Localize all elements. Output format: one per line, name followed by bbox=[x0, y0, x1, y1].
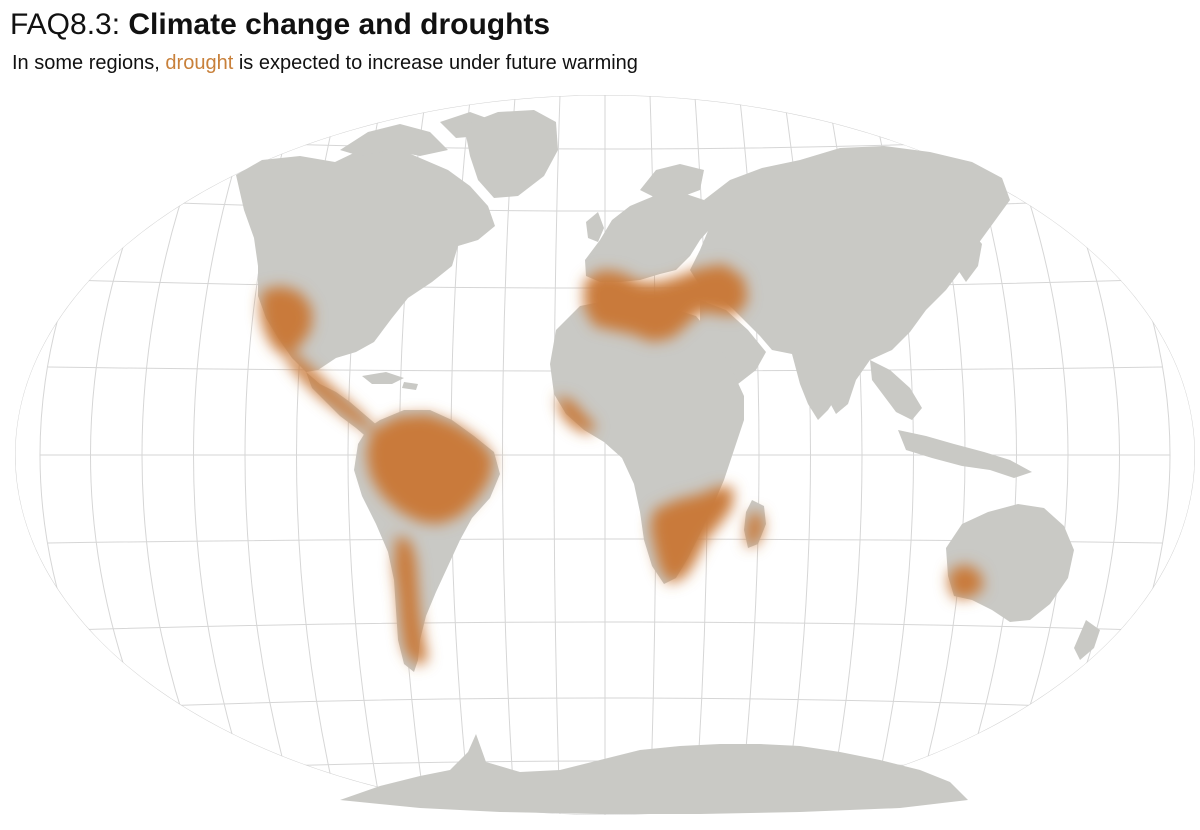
drought-amazon bbox=[366, 414, 494, 524]
greenland bbox=[464, 110, 558, 198]
arctic-islands bbox=[340, 112, 492, 156]
figure-number: FAQ8.3: bbox=[10, 8, 129, 41]
drought-madagascar bbox=[746, 512, 764, 546]
new-zealand bbox=[1074, 620, 1100, 660]
asia bbox=[690, 146, 1010, 414]
drought-southwest-australia bbox=[948, 564, 984, 598]
drought-west-africa bbox=[556, 396, 596, 434]
graticule bbox=[15, 95, 1195, 815]
drought-mediterranean bbox=[584, 264, 748, 342]
indonesia bbox=[898, 430, 1032, 478]
subtitle-text-after: is expected to increase under future war… bbox=[233, 52, 638, 74]
scandinavia bbox=[640, 164, 704, 200]
southeast-asia bbox=[870, 360, 922, 420]
world-map bbox=[15, 95, 1195, 815]
header: FAQ8.3: Climate change and droughts In s… bbox=[10, 6, 638, 76]
australia bbox=[946, 504, 1074, 622]
british-isles bbox=[586, 212, 604, 242]
europe bbox=[585, 192, 716, 282]
figure-title-text: Climate change and droughts bbox=[128, 8, 551, 41]
drought-mexico-central-america bbox=[284, 350, 372, 430]
subtitle-text-before: In some regions, bbox=[12, 52, 166, 74]
africa bbox=[550, 300, 744, 584]
drought-regions bbox=[260, 264, 984, 666]
japan bbox=[958, 230, 982, 282]
drought-west-south-america bbox=[394, 536, 428, 666]
antarctica bbox=[340, 734, 968, 814]
subtitle-drought-highlight: drought bbox=[165, 52, 234, 74]
drought-southern-africa bbox=[650, 486, 734, 584]
land-masses bbox=[236, 110, 1100, 814]
figure-subtitle: In some regions, drought is expected to … bbox=[12, 50, 638, 76]
drought-western-north-america bbox=[260, 286, 312, 356]
figure-title: FAQ8.3: Climate change and droughts bbox=[10, 6, 638, 44]
caribbean-islands bbox=[362, 372, 418, 390]
india bbox=[792, 354, 840, 420]
